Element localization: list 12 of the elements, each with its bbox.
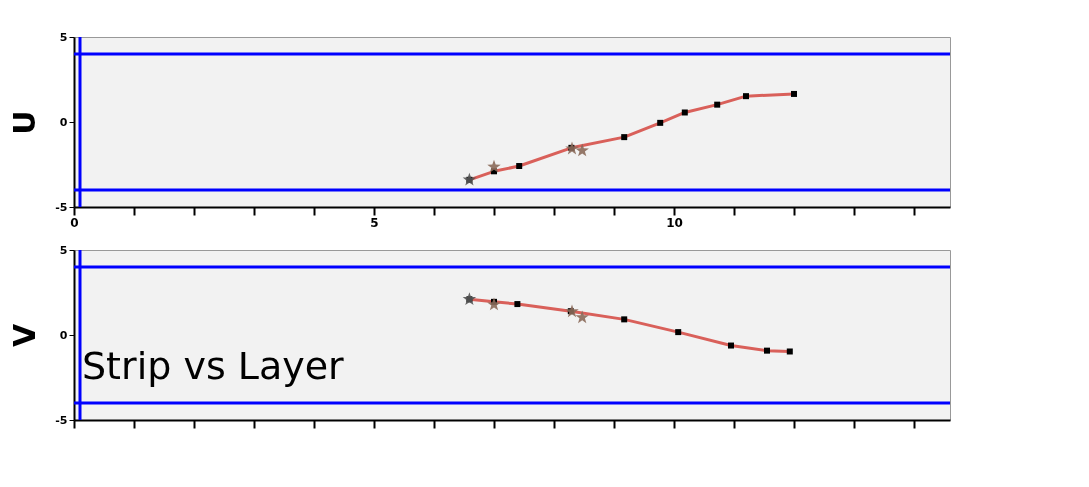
x-tick-label: 5: [370, 215, 379, 230]
y-tick-label: 5: [59, 30, 68, 44]
annotation: Strip vs Layer: [82, 344, 345, 388]
y-tick-label: 0: [59, 328, 68, 342]
y-tick-label: -5: [55, 200, 68, 214]
x-tick-label: 10: [666, 215, 683, 230]
y-tick-label: -5: [55, 413, 68, 427]
x-tick-label: 0: [70, 215, 79, 230]
y-axis-title: U: [7, 110, 43, 135]
y-axis-title: V: [7, 323, 43, 348]
y-tick-label: 5: [59, 243, 68, 257]
y-tick-label: 0: [59, 115, 68, 129]
